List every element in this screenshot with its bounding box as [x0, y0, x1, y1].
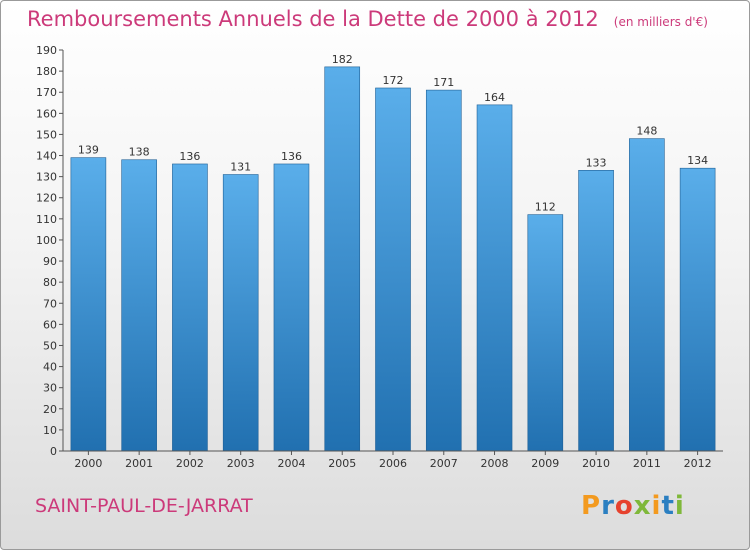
x-tick-label: 2010: [582, 457, 610, 470]
bar-value-label: 148: [636, 125, 657, 138]
x-tick-label: 2003: [227, 457, 255, 470]
y-tick-label: 160: [36, 107, 57, 120]
bar-value-label: 172: [383, 74, 404, 87]
x-tick-label: 2005: [328, 457, 356, 470]
bar-value-label: 139: [78, 144, 99, 157]
bar-value-label: 164: [484, 91, 505, 104]
x-tick-label: 2001: [125, 457, 153, 470]
y-tick-label: 70: [43, 297, 57, 310]
y-tick-label: 90: [43, 255, 57, 268]
bar: [629, 138, 665, 452]
y-tick-label: 50: [43, 339, 57, 352]
y-tick-label: 150: [36, 128, 57, 141]
chart-title-block: Remboursements Annuels de la Dette de 20…: [27, 7, 708, 31]
bar: [679, 167, 716, 452]
bar-value-label: 133: [586, 156, 607, 169]
bar: [375, 87, 411, 452]
x-tick-label: 2012: [684, 457, 712, 470]
bar: [425, 89, 462, 452]
x-tick-label: 2008: [481, 457, 509, 470]
x-tick-label: 2009: [531, 457, 559, 470]
x-tick-label: 2004: [277, 457, 305, 470]
y-tick-label: 40: [43, 361, 57, 374]
y-tick-label: 100: [36, 234, 57, 247]
bar-value-label: 112: [535, 201, 556, 214]
x-tick-label: 2011: [633, 457, 661, 470]
y-tick-label: 80: [43, 276, 57, 289]
y-tick-label: 30: [43, 382, 57, 395]
bar: [578, 170, 614, 452]
x-tick-label: 2006: [379, 457, 407, 470]
y-tick-label: 60: [43, 318, 57, 331]
y-tick-label: 130: [36, 171, 57, 184]
bar-value-label: 136: [281, 150, 302, 163]
chart-title: Remboursements Annuels de la Dette de 20…: [27, 7, 599, 31]
x-tick-label: 2007: [430, 457, 458, 470]
bar-value-label: 136: [179, 150, 200, 163]
town-name: SAINT-PAUL-DE-JARRAT: [35, 495, 253, 517]
y-tick-label: 190: [36, 44, 57, 57]
y-tick-label: 110: [36, 213, 57, 226]
bar: [70, 157, 107, 452]
y-tick-label: 0: [50, 445, 57, 458]
bar-value-label: 182: [332, 53, 353, 66]
y-tick-label: 120: [36, 192, 57, 205]
bar: [222, 174, 259, 452]
y-tick-label: 10: [43, 424, 57, 437]
x-tick-label: 2000: [74, 457, 102, 470]
proxiti-logo: Proxiti: [581, 491, 685, 521]
chart-subtitle: (en milliers d'€): [613, 15, 708, 29]
x-tick-label: 2002: [176, 457, 204, 470]
bar-value-label: 131: [230, 161, 251, 174]
y-tick-label: 170: [36, 86, 57, 99]
bar: [476, 104, 513, 452]
bar: [172, 163, 208, 452]
bar: [121, 159, 157, 452]
y-tick-label: 180: [36, 65, 57, 78]
y-tick-label: 140: [36, 150, 57, 163]
bar-value-label: 171: [433, 76, 454, 89]
bar: [527, 214, 564, 452]
bar-value-label: 134: [687, 154, 708, 167]
bar: [324, 66, 361, 452]
bar-value-label: 138: [129, 146, 150, 159]
bar: [273, 163, 310, 452]
y-tick-label: 20: [43, 403, 57, 416]
